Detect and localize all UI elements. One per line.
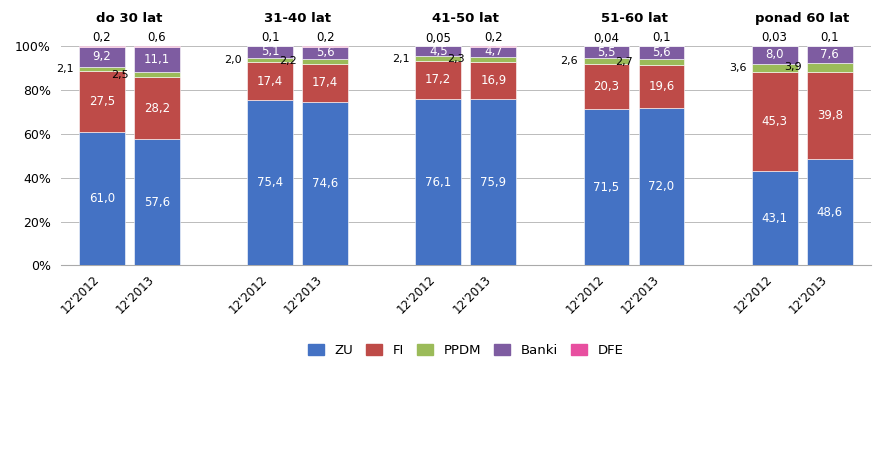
Text: 17,4: 17,4 xyxy=(312,76,338,89)
Bar xyxy=(807,159,852,266)
Bar xyxy=(247,62,293,100)
Text: 39,8: 39,8 xyxy=(817,109,843,122)
Text: 76,1: 76,1 xyxy=(425,176,451,189)
Text: 71,5: 71,5 xyxy=(594,180,619,194)
Bar xyxy=(807,72,852,159)
Text: do 30 lat: do 30 lat xyxy=(97,12,163,25)
Bar xyxy=(247,47,293,57)
Text: 9,2: 9,2 xyxy=(92,50,112,63)
Text: 75,4: 75,4 xyxy=(257,176,284,190)
Bar xyxy=(639,47,685,58)
Text: 51-60 lat: 51-60 lat xyxy=(601,12,667,25)
Text: 48,6: 48,6 xyxy=(817,206,843,219)
Text: 61,0: 61,0 xyxy=(89,192,115,205)
Text: 17,4: 17,4 xyxy=(257,75,284,87)
Bar xyxy=(134,77,180,139)
Text: 2,1: 2,1 xyxy=(392,54,410,64)
Text: 0,1: 0,1 xyxy=(820,31,839,44)
Text: 8,0: 8,0 xyxy=(766,48,784,61)
Bar xyxy=(751,171,797,266)
Bar xyxy=(79,67,125,71)
Text: 2,2: 2,2 xyxy=(279,57,297,66)
Bar xyxy=(134,72,180,77)
Bar xyxy=(639,58,685,65)
Bar xyxy=(584,109,629,266)
Text: 28,2: 28,2 xyxy=(144,102,170,115)
Text: 45,3: 45,3 xyxy=(762,115,788,128)
Bar xyxy=(584,47,629,58)
Bar xyxy=(470,99,517,266)
Text: 17,2: 17,2 xyxy=(425,73,451,86)
Text: 4,7: 4,7 xyxy=(484,45,502,58)
Text: 20,3: 20,3 xyxy=(594,80,619,93)
Text: 2,1: 2,1 xyxy=(56,64,74,74)
Text: 2,5: 2,5 xyxy=(111,69,128,79)
Bar xyxy=(584,58,629,64)
Text: 0,05: 0,05 xyxy=(425,31,451,45)
Text: 11,1: 11,1 xyxy=(144,53,170,66)
Text: 27,5: 27,5 xyxy=(89,95,115,108)
Bar xyxy=(470,62,517,99)
Text: 75,9: 75,9 xyxy=(480,176,507,189)
Text: 74,6: 74,6 xyxy=(312,177,338,190)
Bar xyxy=(416,99,462,266)
Text: 5,6: 5,6 xyxy=(652,46,671,59)
Bar xyxy=(134,46,180,48)
Text: 2,3: 2,3 xyxy=(447,55,465,65)
Text: 2,6: 2,6 xyxy=(561,57,579,66)
Text: 0,2: 0,2 xyxy=(315,31,334,44)
Bar xyxy=(247,57,293,62)
Text: 31-40 lat: 31-40 lat xyxy=(264,12,331,25)
Text: 72,0: 72,0 xyxy=(649,180,674,193)
Text: 2,0: 2,0 xyxy=(224,55,242,65)
Text: 0,2: 0,2 xyxy=(92,31,112,44)
Text: 5,1: 5,1 xyxy=(260,46,279,58)
Bar xyxy=(751,72,797,171)
Bar xyxy=(470,57,517,62)
Bar xyxy=(416,56,462,61)
Text: 5,6: 5,6 xyxy=(315,46,334,59)
Bar xyxy=(302,59,348,64)
Bar xyxy=(751,64,797,72)
Bar xyxy=(584,64,629,109)
Text: 57,6: 57,6 xyxy=(144,196,170,209)
Text: 41-50 lat: 41-50 lat xyxy=(432,12,499,25)
Text: 16,9: 16,9 xyxy=(480,74,507,87)
Bar xyxy=(79,71,125,132)
Bar xyxy=(639,107,685,266)
Text: 0,2: 0,2 xyxy=(484,31,502,44)
Text: 0,03: 0,03 xyxy=(762,31,788,44)
Text: 7,6: 7,6 xyxy=(820,48,839,61)
Text: 3,6: 3,6 xyxy=(729,63,746,73)
Text: 2,7: 2,7 xyxy=(616,57,633,66)
Bar xyxy=(639,65,685,107)
Text: ponad 60 lat: ponad 60 lat xyxy=(755,12,850,25)
Bar xyxy=(247,100,293,266)
Text: 0,04: 0,04 xyxy=(594,31,619,45)
Bar xyxy=(134,48,180,72)
Text: 0,6: 0,6 xyxy=(148,31,167,44)
Bar xyxy=(79,47,125,67)
Text: 0,1: 0,1 xyxy=(260,31,279,44)
Bar xyxy=(134,139,180,266)
Bar xyxy=(416,47,462,56)
Bar xyxy=(807,47,852,63)
Text: 43,1: 43,1 xyxy=(762,212,788,225)
Bar xyxy=(302,64,348,102)
Text: 0,1: 0,1 xyxy=(652,31,671,44)
Bar xyxy=(302,102,348,266)
Bar xyxy=(302,47,348,59)
Text: 4,5: 4,5 xyxy=(429,45,447,58)
Bar xyxy=(751,46,797,64)
Bar xyxy=(416,61,462,99)
Text: 19,6: 19,6 xyxy=(649,80,674,93)
Legend: ZU, FI, PPDM, Banki, DFE: ZU, FI, PPDM, Banki, DFE xyxy=(303,339,629,362)
Text: 3,9: 3,9 xyxy=(784,62,802,72)
Bar xyxy=(470,47,517,57)
Bar xyxy=(807,63,852,72)
Bar xyxy=(79,132,125,266)
Text: 5,5: 5,5 xyxy=(597,46,616,59)
